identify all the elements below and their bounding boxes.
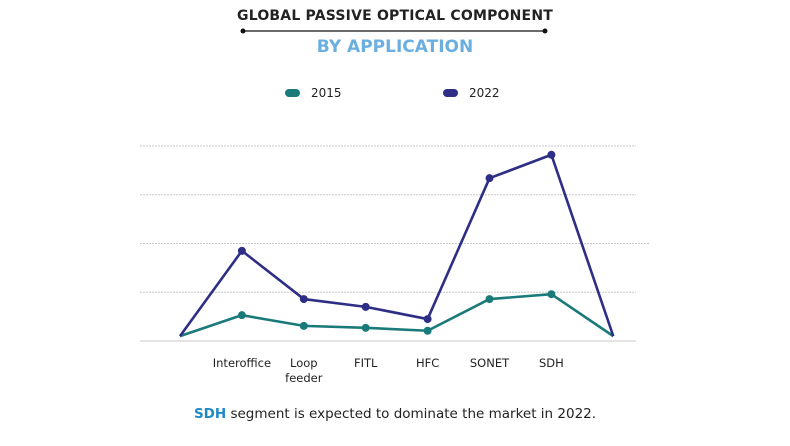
series-line-2022 bbox=[178, 153, 615, 337]
divider-dot-right bbox=[542, 28, 548, 34]
data-point-2015 bbox=[423, 326, 432, 335]
data-point-2015 bbox=[485, 295, 494, 304]
data-point-2022 bbox=[237, 246, 246, 255]
x-tick-label: HFC bbox=[416, 356, 439, 370]
data-point-2015 bbox=[299, 321, 308, 330]
footnote-text: segment is expected to dominate the mark… bbox=[226, 406, 597, 422]
data-point-2015 bbox=[237, 311, 246, 320]
legend-item-2015: 2015 bbox=[285, 86, 342, 100]
legend-swatch-2022 bbox=[443, 89, 458, 97]
x-tick-label: SONET bbox=[470, 356, 510, 370]
footnote: SDH segment is expected to dominate the … bbox=[0, 406, 790, 422]
footnote-highlight: SDH bbox=[193, 406, 227, 422]
legend-label-2015: 2015 bbox=[311, 86, 342, 100]
x-tick-label: SDH bbox=[539, 356, 564, 370]
series-line-2015 bbox=[179, 292, 615, 338]
data-point-2022 bbox=[485, 174, 494, 183]
x-tick-label: FITL bbox=[354, 356, 378, 370]
legend-label-2022: 2022 bbox=[469, 86, 500, 100]
data-point-2015 bbox=[547, 290, 556, 299]
data-point-2022 bbox=[547, 150, 556, 159]
x-tick-label: Interoffice bbox=[213, 356, 271, 370]
legend-item-2022: 2022 bbox=[443, 86, 500, 100]
data-point-2022 bbox=[361, 302, 370, 311]
data-point-2022 bbox=[299, 295, 308, 304]
x-tick-label: Loop feeder bbox=[285, 356, 323, 385]
data-point-2022 bbox=[423, 315, 432, 324]
chart-title: GLOBAL PASSIVE OPTICAL COMPONENT bbox=[237, 8, 553, 24]
divider-dot-left bbox=[240, 28, 246, 34]
data-point-2015 bbox=[361, 323, 370, 332]
chart-subtitle: BY APPLICATION bbox=[316, 37, 474, 57]
legend-swatch-2015 bbox=[285, 89, 300, 97]
